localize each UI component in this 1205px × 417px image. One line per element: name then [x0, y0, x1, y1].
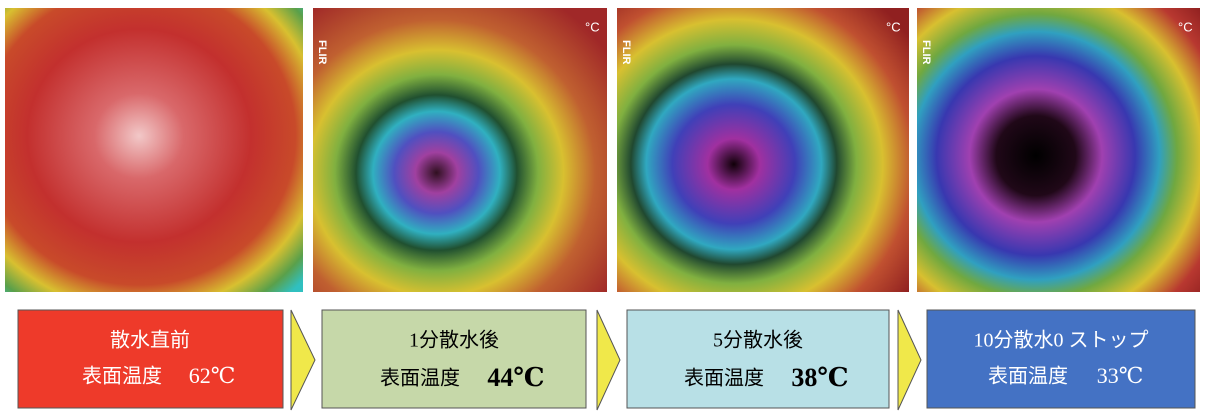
panel-label: 表面温度: [684, 367, 764, 390]
unit: °C: [1178, 19, 1193, 34]
panel: [927, 310, 1195, 408]
panel-title: 5分散水後: [713, 329, 803, 352]
panel-title: 1分散水後: [409, 329, 499, 352]
arrow: [291, 310, 315, 410]
unit: °C: [585, 19, 600, 34]
logo: FLIR: [316, 40, 328, 64]
arrow: [597, 310, 620, 410]
panel-label: 表面温度: [380, 367, 460, 390]
panel-label: 表面温度: [82, 365, 162, 388]
panel: [322, 310, 586, 408]
temperature: 33℃: [1097, 363, 1144, 388]
panel: [18, 310, 283, 408]
panel-label: 表面温度: [988, 365, 1068, 388]
panel-title: 散水直前: [110, 329, 190, 352]
temperature: 44℃: [487, 363, 544, 392]
figure: FLIR °C FLIR °C FLIR °C 散水直前 表面温度 62℃ 1分…: [0, 0, 1205, 412]
panel-title: 10分散水0 ストップ: [974, 329, 1149, 352]
arrow: [898, 310, 921, 410]
panel: [627, 310, 889, 408]
logo: FLIR: [620, 40, 632, 64]
temperature: 62℃: [189, 363, 236, 388]
unit: °C: [886, 19, 901, 34]
thermal-image: [917, 8, 1200, 292]
thermal-image: [5, 8, 303, 292]
logo: FLIR: [920, 40, 932, 64]
temperature: 38℃: [791, 363, 848, 392]
thermal-image: [313, 8, 607, 292]
thermal-image: [617, 8, 909, 292]
